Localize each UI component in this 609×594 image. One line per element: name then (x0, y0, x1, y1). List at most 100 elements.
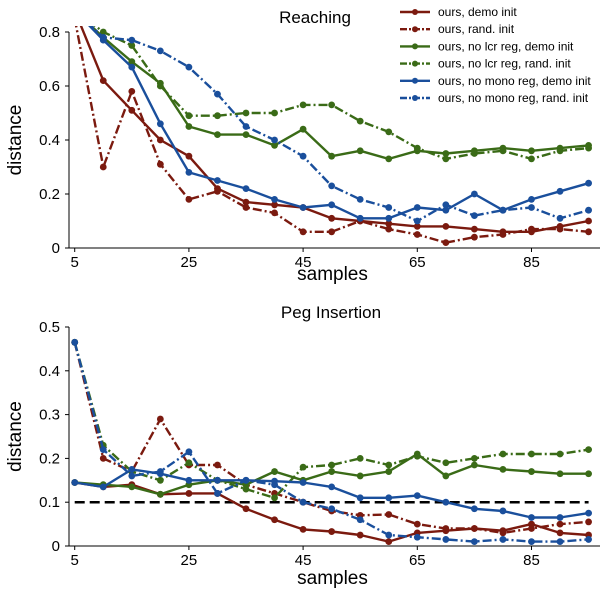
series-point-1 (328, 228, 336, 236)
legend-label-4: ours, no mono reg, demo init (438, 74, 591, 88)
y-tick-label: 0.4 (39, 363, 60, 380)
series-point-2 (185, 123, 193, 130)
series-point-5 (528, 204, 535, 211)
y-tick-label: 0.1 (39, 494, 60, 511)
series-point-2 (499, 465, 507, 473)
series-point-3 (185, 112, 193, 120)
chart-title: Peg Insertion (281, 303, 381, 322)
series-point-1 (99, 163, 107, 171)
series-point-0 (356, 531, 364, 539)
series-point-5 (271, 481, 278, 489)
series-point-5 (71, 338, 79, 346)
series-point-5 (242, 476, 250, 484)
series-point-5 (299, 498, 307, 506)
series-point-1 (470, 233, 478, 241)
series-point-3 (328, 461, 336, 469)
series-point-4 (214, 476, 221, 484)
y-tick-label: 0.6 (39, 78, 60, 95)
series-point-1 (385, 511, 393, 518)
series-point-5 (356, 196, 364, 203)
x-tick-label: 5 (71, 552, 79, 569)
series-point-4 (271, 196, 278, 203)
series-point-0 (328, 214, 336, 222)
series-point-5 (214, 490, 221, 497)
legend-label-0: ours, demo init (438, 5, 517, 19)
series-point-3 (585, 144, 592, 152)
legend-marker-4 (412, 77, 418, 84)
y-tick-label: 0 (52, 538, 60, 555)
series-point-0 (242, 198, 250, 206)
series-point-4 (99, 483, 107, 491)
chart-title: Reaching (279, 8, 351, 27)
chart-1: 0 0.1 0.2 0.3 0.4 0.5 5 25 45 65 85 Peg Insertion sa… (5, 303, 600, 589)
y-tick-label: 0.8 (39, 24, 60, 41)
series-point-4 (128, 465, 136, 473)
series-point-2 (528, 468, 535, 475)
series-point-4 (299, 479, 307, 486)
series-point-0 (128, 106, 136, 114)
series-point-5 (528, 538, 535, 546)
series-point-5 (556, 214, 564, 222)
series-point-1 (585, 518, 592, 526)
x-axis-label: samples (297, 264, 368, 285)
series-point-3 (413, 144, 421, 152)
series-point-4 (413, 204, 421, 211)
series-point-2 (271, 468, 278, 475)
series-point-5 (470, 538, 478, 546)
series-point-4 (185, 476, 193, 484)
series-point-5 (470, 212, 478, 220)
series-point-2 (271, 142, 278, 149)
series-point-2 (385, 468, 393, 475)
series-point-3 (356, 455, 364, 462)
series-point-1 (156, 160, 164, 168)
series-point-0 (156, 136, 164, 144)
series-point-4 (442, 498, 450, 506)
series-point-3 (328, 101, 336, 109)
series-point-2 (442, 472, 450, 480)
series-point-5 (185, 448, 193, 456)
series-point-3 (185, 459, 193, 467)
series-point-1 (156, 415, 164, 423)
y-axis-label: distance (5, 105, 26, 176)
series-point-1 (556, 520, 564, 528)
series-point-5 (556, 538, 564, 546)
series-point-5 (499, 536, 507, 543)
series-point-1 (214, 461, 221, 469)
series-point-5 (128, 472, 136, 480)
series-point-1 (585, 228, 592, 236)
x-tick-label: 25 (181, 254, 198, 271)
series-point-2 (214, 131, 221, 139)
series-point-3 (271, 494, 278, 502)
series-point-1 (556, 225, 564, 233)
series-point-3 (214, 112, 221, 120)
series-point-4 (71, 479, 79, 486)
series-point-3 (413, 452, 421, 460)
series-point-4 (128, 63, 136, 71)
series-point-0 (556, 529, 564, 537)
series-point-3 (585, 446, 592, 454)
series-point-4 (156, 120, 164, 128)
series-point-5 (99, 34, 107, 41)
series-point-3 (385, 128, 393, 136)
legend-label-2: ours, no lcr reg, demo init (438, 39, 574, 53)
series-point-4 (356, 494, 364, 502)
series-point-3 (242, 485, 250, 493)
series-point-1 (214, 187, 221, 195)
series-point-0 (442, 223, 450, 230)
series-point-4 (585, 509, 592, 517)
series-point-2 (328, 468, 336, 475)
series-point-0 (413, 223, 421, 230)
x-tick-label: 85 (523, 254, 540, 271)
series-point-3 (528, 155, 535, 163)
plot-area (71, 338, 592, 546)
series-point-4 (470, 505, 478, 513)
series-point-4 (556, 514, 564, 521)
series-point-5 (585, 536, 592, 543)
series-point-5 (413, 533, 421, 541)
series-point-5 (128, 36, 136, 44)
series-point-3 (556, 147, 564, 155)
series-point-3 (299, 463, 307, 471)
chart-0: 0 0.2 0.4 0.6 0.8 5 25 45 65 85 Reaching samples dis… (5, 5, 600, 285)
series-point-5 (499, 206, 507, 214)
series-point-3 (385, 461, 393, 469)
